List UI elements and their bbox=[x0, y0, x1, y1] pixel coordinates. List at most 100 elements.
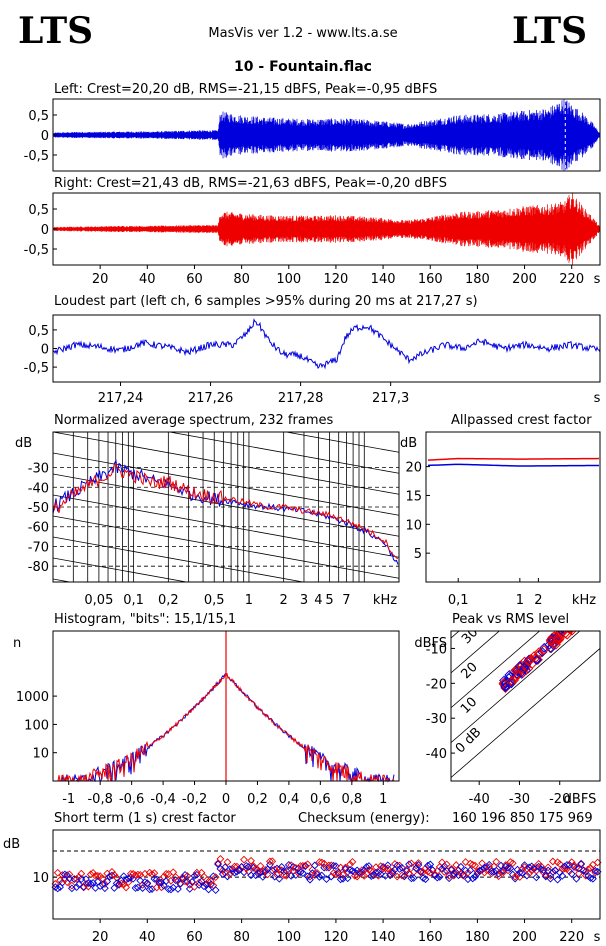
crest-point bbox=[233, 867, 241, 876]
crest-xtick-label: 120 bbox=[324, 930, 349, 945]
crest-point bbox=[122, 883, 130, 892]
spectrum-xtick-label: 1 bbox=[245, 593, 253, 608]
loudest-frame bbox=[52, 314, 601, 383]
crest-point bbox=[268, 857, 277, 866]
histogram-xtick-label: 1 bbox=[379, 792, 387, 807]
peakrms-ylabel: dBFS bbox=[414, 636, 447, 651]
histogram-xtick-label: -1 bbox=[62, 792, 75, 807]
crest-point bbox=[322, 875, 331, 884]
checksum-value: 160 196 850 175 969 bbox=[452, 811, 593, 826]
peakrms-point bbox=[550, 639, 561, 650]
peakrms-point bbox=[579, 615, 587, 623]
peakrms-point bbox=[579, 611, 587, 619]
crest-point bbox=[282, 871, 291, 880]
crest-point bbox=[414, 859, 423, 867]
histogram-xtick-label: -0,2 bbox=[182, 792, 207, 807]
peakrms-diag-label: 30 bbox=[459, 625, 481, 647]
loudest-title: Loudest part (left ch, 6 samples >95% du… bbox=[54, 294, 478, 309]
peakrms-point bbox=[521, 661, 532, 672]
peakrms-ytick-label: -40 bbox=[426, 747, 447, 762]
histogram-xtick-label: 0,8 bbox=[341, 792, 362, 807]
peakrms-point bbox=[500, 681, 511, 692]
crest-point bbox=[162, 877, 171, 885]
spectrum-xtick-label: 2 bbox=[280, 593, 288, 608]
spectrum-xtick-label: 4 bbox=[314, 593, 322, 608]
crest-point bbox=[567, 858, 576, 866]
peakrms-xtick-label: -20 bbox=[549, 792, 570, 807]
allpass-ytick-label: 20 bbox=[405, 461, 422, 476]
spectrum-ytick-label: -30 bbox=[28, 462, 49, 477]
peakrms-point bbox=[574, 618, 582, 626]
loudest-ytick-label: 0,5 bbox=[28, 324, 49, 339]
spectrum-slope bbox=[284, 432, 399, 453]
crest-point bbox=[471, 872, 479, 881]
crest-point bbox=[369, 871, 378, 880]
crest-point bbox=[546, 874, 555, 883]
peakrms-point bbox=[572, 614, 580, 622]
histogram-xtick-label: -0,6 bbox=[119, 792, 144, 807]
crest-point bbox=[473, 869, 482, 878]
peakrms-point bbox=[569, 616, 577, 624]
peakrms-point bbox=[573, 619, 581, 627]
spectrum-title: Normalized average spectrum, 232 frames bbox=[54, 413, 334, 428]
crest-point bbox=[402, 867, 411, 875]
spectrum-ytick-label: -80 bbox=[28, 560, 49, 575]
crest-ytick-label: 10 bbox=[32, 871, 49, 886]
crest-point bbox=[216, 854, 225, 863]
crest-point bbox=[261, 867, 270, 876]
spectrum-xtick-label: 5 bbox=[325, 593, 333, 608]
crest-point bbox=[150, 869, 159, 878]
crest-point bbox=[527, 866, 536, 875]
crest-point bbox=[291, 871, 300, 879]
peakrms-point bbox=[579, 610, 587, 618]
crest-point bbox=[482, 862, 491, 871]
crest-point bbox=[565, 867, 574, 876]
crest-point bbox=[480, 868, 489, 877]
spectrum-xtick-label: 0,2 bbox=[158, 593, 179, 608]
peakrms-point bbox=[571, 621, 579, 629]
peakrms-point bbox=[523, 656, 534, 667]
crest-point bbox=[230, 862, 239, 871]
crest-xtick-label: 140 bbox=[371, 930, 396, 945]
right-wave-ytick-label: 0,5 bbox=[28, 203, 49, 218]
loudest-part: 0,5 0 -0,5 217,24 217,26 217,28 217,3 s bbox=[24, 318, 601, 406]
crest-point bbox=[468, 874, 477, 883]
histogram-ytick-label: 100 bbox=[24, 718, 49, 733]
crest-point bbox=[197, 877, 206, 886]
peakrms-title: Peak vs RMS level bbox=[452, 612, 570, 627]
peakrms-point bbox=[555, 631, 566, 638]
crest-point bbox=[461, 866, 470, 875]
crest-point bbox=[317, 871, 326, 880]
crest-point bbox=[374, 868, 383, 877]
crest-point bbox=[570, 861, 578, 870]
histogram-xtick-label: 0 bbox=[222, 792, 230, 807]
right-wave-xtick-label: 140 bbox=[371, 272, 396, 287]
peakrms-xtick-label: -40 bbox=[469, 792, 490, 807]
crest-xtick-label: 100 bbox=[276, 930, 301, 945]
spectrum-ytick-label: -40 bbox=[28, 481, 49, 496]
crest-point bbox=[553, 858, 562, 867]
peakrms-point bbox=[573, 613, 581, 621]
right-wave-frame bbox=[52, 192, 601, 266]
left-wave-ytick-label: 0,5 bbox=[28, 109, 49, 124]
crest-point bbox=[464, 868, 472, 877]
crest-point bbox=[506, 864, 515, 873]
crest-point bbox=[532, 873, 541, 882]
peakrms-point bbox=[577, 615, 585, 623]
crest-point bbox=[282, 866, 291, 875]
spectrum-xunit: kHz bbox=[373, 593, 397, 608]
crest-point bbox=[287, 861, 296, 870]
crest-point bbox=[310, 861, 319, 870]
peakrms-point bbox=[576, 615, 584, 623]
crest-point bbox=[360, 871, 369, 880]
crest-point bbox=[454, 871, 463, 880]
crest-point bbox=[65, 870, 74, 879]
crest-xtick-label: 220 bbox=[559, 930, 584, 945]
right-wave-xtick-label: 120 bbox=[324, 272, 349, 287]
left-wave-title: Left: Crest=20,20 dB, RMS=-21,15 dBFS, P… bbox=[54, 82, 438, 97]
loudest-ytick-label: 0 bbox=[41, 343, 49, 358]
right-wave-xtick-label: 60 bbox=[186, 272, 203, 287]
crest-xtick-label: 160 bbox=[418, 930, 443, 945]
spectrum-xtick-label: 7 bbox=[342, 593, 350, 608]
